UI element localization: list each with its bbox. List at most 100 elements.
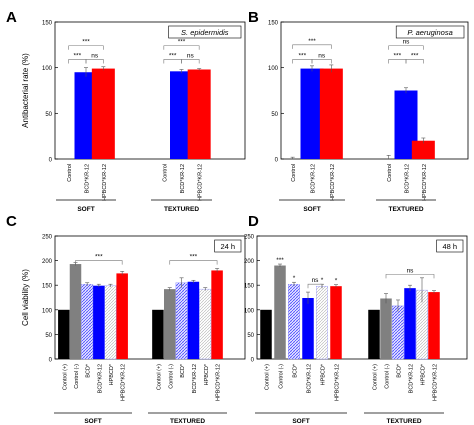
bar xyxy=(260,309,272,359)
group-name: SOFT xyxy=(303,206,320,213)
significance-label: *** xyxy=(190,254,198,261)
group-name: TEXTURED xyxy=(386,418,421,425)
group-name: SOFT xyxy=(292,418,309,425)
y-tick-label: 150 xyxy=(244,284,255,290)
y-tick-label: 50 xyxy=(271,112,278,118)
category-label: HPBCD*KR-12 xyxy=(216,364,222,401)
category-label: HPBCD*KR-12 xyxy=(335,364,341,401)
inset-label: 48 h xyxy=(442,242,457,251)
category-label: HPBCD* xyxy=(204,363,210,385)
category-label: BCD*KR-12 xyxy=(97,364,103,393)
y-tick-label: 0 xyxy=(49,158,53,164)
category-label: HPBCD*KR-12 xyxy=(422,164,428,201)
significance-label: ns xyxy=(318,52,326,59)
bar xyxy=(170,71,193,159)
category-label: BCD*KR-12 xyxy=(85,164,91,193)
category-label: HPBCD*KR-12 xyxy=(330,164,336,201)
category-label: Control xyxy=(291,164,297,182)
category-label: HPBCD*KR-12 xyxy=(102,164,108,201)
significance-label: *** xyxy=(178,39,186,46)
panel-letter: A xyxy=(6,9,17,26)
panel-a: A 0 50 100 150 Antibacterial rate (%) S. epide… xyxy=(6,9,246,213)
bar xyxy=(300,68,324,159)
significance-label: ns xyxy=(403,39,411,46)
significance-bracket xyxy=(311,59,332,64)
bar-significance-label: * xyxy=(321,277,324,284)
category-label: BCD*KR-12 xyxy=(409,364,415,393)
category-label: BCD* xyxy=(397,363,403,378)
category-label: BCD*KR-12 xyxy=(307,364,313,393)
significance-bracket xyxy=(85,59,104,64)
significance-bracket xyxy=(75,260,123,265)
category-label: Control (+) xyxy=(156,364,162,390)
group-name: TEXTURED xyxy=(164,206,199,213)
plot-frame xyxy=(54,21,246,160)
y-tick-label: 200 xyxy=(42,259,53,265)
bar xyxy=(187,281,200,359)
category-label: BCD*KR-12 xyxy=(311,164,317,193)
y-axis-label: Antibacterial rate (%) xyxy=(21,53,30,128)
bar xyxy=(58,309,70,359)
significance-bracket xyxy=(68,59,87,64)
bar xyxy=(316,285,328,360)
inset-label-box xyxy=(436,239,464,253)
bar xyxy=(411,140,435,159)
group-name: SOFT xyxy=(84,418,101,425)
significance-bracket xyxy=(163,45,200,50)
significance-bracket xyxy=(169,260,218,265)
inset-label-box xyxy=(168,25,242,39)
significance-label: *** xyxy=(308,38,316,45)
bar xyxy=(199,288,212,360)
significance-bracket xyxy=(181,59,200,64)
bar xyxy=(104,285,117,360)
y-tick-label: 0 xyxy=(275,158,279,164)
bar xyxy=(368,309,380,359)
significance-label: *** xyxy=(411,52,419,59)
significance-label: *** xyxy=(74,52,82,59)
significance-bracket xyxy=(388,59,407,64)
panel-letter: C xyxy=(6,213,17,230)
significance-bracket xyxy=(385,274,435,279)
significance-bracket xyxy=(292,59,313,64)
inset-label-box xyxy=(214,239,242,253)
bar xyxy=(330,286,342,359)
category-label: HPBCD* xyxy=(321,363,327,385)
bar xyxy=(116,273,128,359)
y-axis-label: Cell viability (%) xyxy=(21,269,30,326)
category-label: HPBCD* xyxy=(109,363,115,385)
significance-bracket xyxy=(307,283,323,289)
y-tick-label: 150 xyxy=(42,284,53,290)
y-tick-label: 100 xyxy=(244,308,255,314)
bar xyxy=(187,69,211,159)
y-tick-label: 0 xyxy=(49,358,53,364)
bar xyxy=(288,284,300,360)
category-label: Control xyxy=(387,164,393,182)
bar xyxy=(164,289,176,359)
category-label: Control xyxy=(162,164,168,182)
inset-label: 24 h xyxy=(220,242,235,251)
significance-bracket xyxy=(292,44,332,49)
y-tick-label: 200 xyxy=(244,259,255,265)
significance-bracket xyxy=(163,59,182,64)
category-label: Control (+) xyxy=(373,364,379,390)
y-tick-label: 50 xyxy=(247,333,254,339)
significance-label: ns xyxy=(187,52,195,59)
y-tick-label: 100 xyxy=(42,66,53,72)
significance-label: *** xyxy=(95,254,103,261)
group-name: TEXTURED xyxy=(170,418,205,425)
category-label: HPBCD*KR-12 xyxy=(121,364,127,401)
significance-label: *** xyxy=(82,39,90,46)
plot-frame xyxy=(280,21,469,160)
category-label: Control (+) xyxy=(62,364,68,390)
bar xyxy=(428,292,440,359)
y-tick-label: 250 xyxy=(244,235,255,241)
category-label: BCD*KR-12 xyxy=(180,164,186,193)
significance-label: ns xyxy=(91,52,99,59)
y-tick-label: 150 xyxy=(268,21,279,27)
category-label: BCD*KR-12 xyxy=(192,364,198,393)
y-tick-label: 150 xyxy=(42,21,53,27)
category-label: BCD*KR-12 xyxy=(405,164,411,193)
group-name: SOFT xyxy=(77,206,94,213)
category-label: Control (-) xyxy=(385,364,391,389)
